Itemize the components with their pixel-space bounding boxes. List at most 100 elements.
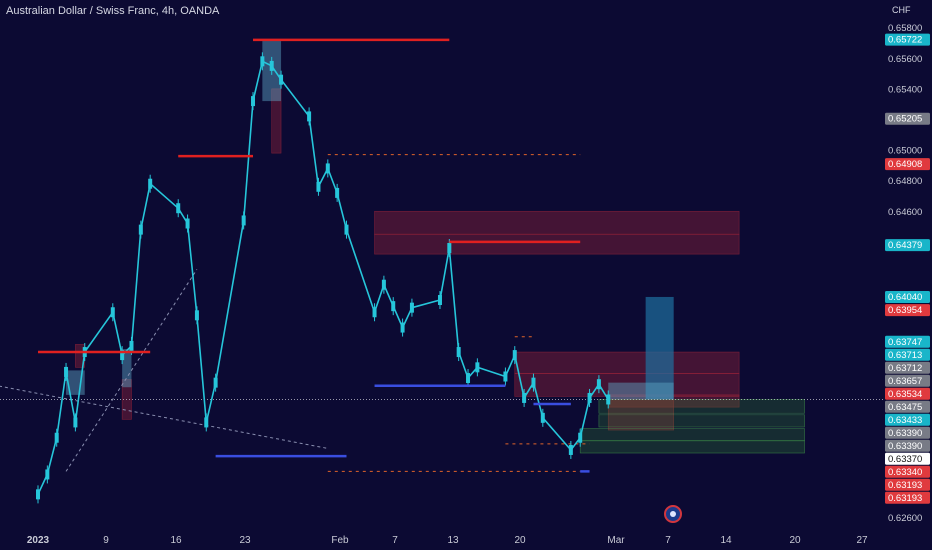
- price-badge-label: 0.63713: [888, 350, 922, 361]
- price-badge: [885, 465, 930, 478]
- price-badge: [885, 400, 930, 413]
- price-badge: [885, 478, 930, 491]
- x-tick-label: 7: [665, 535, 671, 546]
- price-badge: [885, 335, 930, 348]
- trendline: [0, 385, 328, 449]
- candle-body: [475, 362, 480, 373]
- x-tick-label: Feb: [331, 535, 349, 546]
- price-badge: [885, 491, 930, 504]
- x-tick-label: 2023: [27, 535, 50, 546]
- candle-body: [531, 377, 536, 388]
- price-badge-label: 0.64908: [888, 159, 922, 170]
- candle-body: [54, 432, 59, 443]
- candle-body: [213, 377, 218, 388]
- x-tick-label: 20: [514, 535, 526, 546]
- candle-body: [456, 347, 461, 358]
- currency-label: CHF: [892, 5, 911, 15]
- y-tick-label: 0.65400: [888, 84, 922, 95]
- y-tick-label: 0.65600: [888, 54, 922, 65]
- candle-body: [45, 469, 50, 480]
- price-badge-label: 0.63747: [888, 337, 922, 348]
- demand-zone: [579, 428, 805, 442]
- candle-body: [251, 96, 256, 107]
- y-tick-label: 0.62600: [888, 513, 922, 524]
- candle-body: [606, 394, 611, 405]
- candle-body: [138, 224, 143, 235]
- price-badge: [885, 387, 930, 400]
- candle-body: [307, 111, 312, 122]
- price-badge-label: 0.63954: [888, 305, 922, 316]
- price-badge: [885, 374, 930, 387]
- candle-body: [279, 74, 284, 85]
- candle-body: [437, 295, 442, 306]
- candle-body: [325, 163, 330, 174]
- candle-body: [176, 203, 181, 214]
- price-badge-label: 0.63390: [888, 441, 922, 452]
- candle-body: [512, 350, 517, 361]
- candle-body: [260, 56, 265, 67]
- price-badge: [885, 348, 930, 361]
- candle-body: [194, 310, 199, 321]
- candle-body: [316, 181, 321, 192]
- candle-body: [447, 242, 452, 253]
- candle-body: [110, 307, 115, 318]
- price-line: [37, 60, 609, 495]
- candle-body: [540, 412, 545, 423]
- target-zone: [645, 296, 674, 400]
- candle-body: [204, 417, 209, 428]
- x-tick-label: 16: [170, 535, 182, 546]
- supply-zone: [271, 88, 282, 154]
- price-badge-label: 0.65205: [888, 114, 922, 125]
- supply-zone: [374, 233, 740, 255]
- price-badge: [885, 439, 930, 452]
- supply-zone: [514, 373, 740, 397]
- supply-zone: [374, 210, 740, 235]
- price-badge: [885, 33, 930, 46]
- candle-body: [466, 373, 471, 384]
- tradingview-logo-icon[interactable]: [664, 505, 682, 523]
- price-badge-label: 0.63712: [888, 363, 922, 374]
- candle-body: [185, 218, 190, 229]
- price-badge: [885, 452, 930, 465]
- candle-body: [148, 178, 153, 189]
- candle-body: [596, 379, 601, 390]
- demand-zone: [598, 399, 805, 414]
- y-tick-label: 0.64800: [888, 176, 922, 187]
- candle-body: [129, 340, 134, 351]
- x-tick-label: 9: [103, 535, 109, 546]
- candle-body: [241, 215, 246, 226]
- price-badge: [885, 304, 930, 317]
- price-badge-label: 0.65722: [888, 35, 922, 46]
- x-tick-label: Mar: [607, 535, 625, 546]
- candle-body: [335, 187, 340, 198]
- price-badge: [885, 426, 930, 439]
- price-badge-label: 0.64040: [888, 292, 922, 303]
- candle-body: [568, 444, 573, 455]
- supply-zone: [514, 351, 740, 374]
- price-badge: [885, 290, 930, 303]
- price-badge-label: 0.63433: [888, 415, 922, 426]
- price-badge: [885, 158, 930, 171]
- candle-body: [522, 392, 527, 403]
- x-tick-label: 20: [789, 535, 801, 546]
- candle-body: [578, 432, 583, 443]
- candle-body: [344, 224, 349, 235]
- x-tick-label: 27: [856, 535, 868, 546]
- candle-body: [36, 489, 40, 500]
- candle-body: [64, 366, 69, 377]
- price-badge-label: 0.63193: [888, 480, 922, 491]
- price-badge: [885, 361, 930, 374]
- candle-body: [73, 417, 78, 428]
- price-badge: [885, 239, 930, 252]
- y-tick-label: 0.64600: [888, 207, 922, 218]
- candle-body: [381, 279, 386, 290]
- x-tick-label: 13: [447, 535, 459, 546]
- candle-body: [400, 322, 405, 333]
- y-tick-label: 0.65000: [888, 146, 922, 157]
- symbol-title: Australian Dollar / Swiss Franc, 4h, OAN…: [6, 5, 220, 17]
- trendline: [65, 269, 198, 472]
- price-badge-label: 0.64379: [888, 240, 922, 251]
- x-tick-label: 14: [720, 535, 732, 546]
